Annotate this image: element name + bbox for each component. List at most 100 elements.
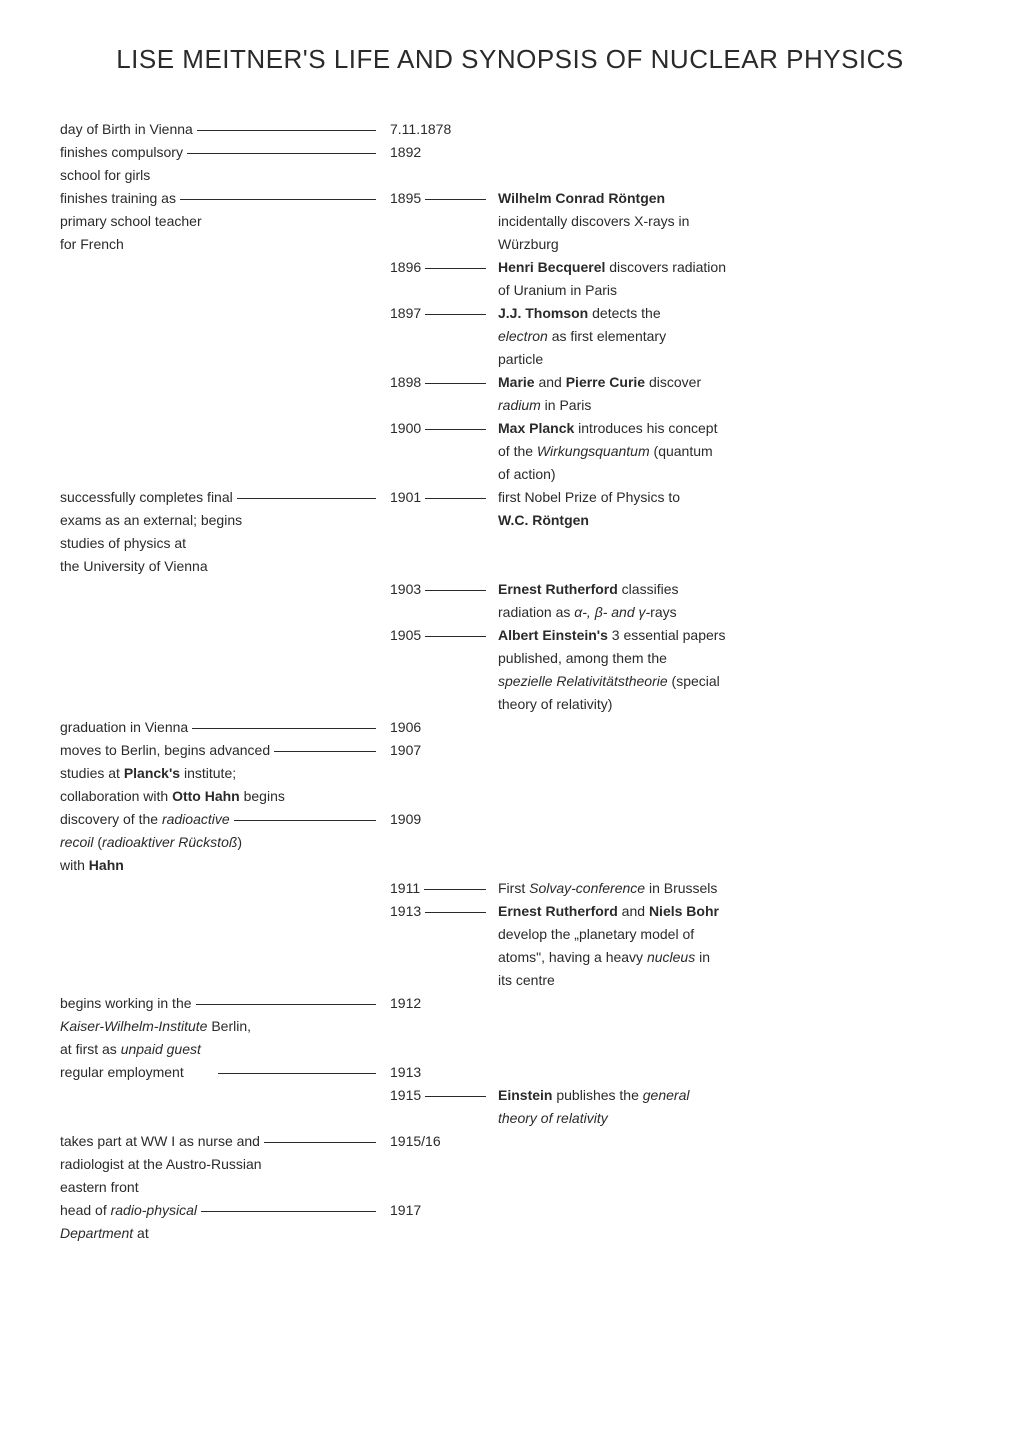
timeline-row: 1898Marie and Pierre Curie discover	[60, 372, 960, 393]
right-column: Ernest Rutherford classifies	[490, 579, 960, 600]
timeline-row: discovery of the radioactive1909	[60, 809, 960, 830]
year-column: 1913	[390, 1062, 490, 1083]
timeline-row: of action)	[60, 464, 960, 485]
left-column: head of radio-physical	[60, 1200, 390, 1221]
left-text: takes part at WW I as nurse and	[60, 1131, 260, 1152]
year-underline	[425, 268, 486, 269]
left-text: regular employment	[60, 1062, 184, 1083]
year-underline	[425, 912, 486, 913]
left-underline	[187, 153, 376, 154]
left-column: the University of Vienna	[60, 556, 390, 577]
timeline-row: successfully completes final1901first No…	[60, 487, 960, 508]
year-column: 1909	[390, 809, 490, 830]
year-text: 1895	[390, 188, 421, 209]
timeline-row: electron as first elementary	[60, 326, 960, 347]
year-underline	[425, 636, 486, 637]
year-column: 1907	[390, 740, 490, 761]
left-column: day of Birth in Vienna	[60, 119, 390, 140]
year-text: 1911	[390, 878, 420, 899]
timeline-row: 1905Albert Einstein's 3 essential papers	[60, 625, 960, 646]
right-column: spezielle Relativitätstheorie (special	[490, 671, 960, 692]
timeline-row: graduation in Vienna1906	[60, 717, 960, 738]
left-column: discovery of the radioactive	[60, 809, 390, 830]
left-text: eastern front	[60, 1177, 139, 1198]
left-underline	[218, 1073, 376, 1074]
year-text: 1913	[390, 901, 421, 922]
year-text: 7.11.1878	[390, 119, 451, 140]
year-text: 1912	[390, 993, 421, 1014]
right-column: atoms", having a heavy nucleus in	[490, 947, 960, 968]
year-column: 1892	[390, 142, 490, 163]
left-text: graduation in Vienna	[60, 717, 188, 738]
timeline-row: particle	[60, 349, 960, 370]
left-column: Kaiser-Wilhelm-Institute Berlin,	[60, 1016, 390, 1037]
left-underline	[264, 1142, 376, 1143]
left-text: at first as unpaid guest	[60, 1039, 201, 1060]
timeline-row: Department at	[60, 1223, 960, 1244]
timeline-row: radiologist at the Austro-Russian	[60, 1154, 960, 1175]
timeline-row: recoil (radioaktiver Rückstoß)	[60, 832, 960, 853]
left-column: studies of physics at	[60, 533, 390, 554]
right-column: theory of relativity)	[490, 694, 960, 715]
timeline-row: its centre	[60, 970, 960, 991]
year-column: 1917	[390, 1200, 490, 1221]
year-text: 1898	[390, 372, 421, 393]
right-column: theory of relativity	[490, 1108, 960, 1129]
timeline-row: exams as an external; beginsW.C. Röntgen	[60, 510, 960, 531]
year-underline	[425, 1096, 486, 1097]
timeline-row: 1897J.J. Thomson detects the	[60, 303, 960, 324]
left-column: takes part at WW I as nurse and	[60, 1131, 390, 1152]
year-text: 1913	[390, 1062, 421, 1083]
year-underline	[425, 498, 486, 499]
year-underline	[425, 429, 486, 430]
timeline-row: theory of relativity	[60, 1108, 960, 1129]
left-text: studies of physics at	[60, 533, 186, 554]
left-underline	[274, 751, 376, 752]
left-column: primary school teacher	[60, 211, 390, 232]
left-column: exams as an external; begins	[60, 510, 390, 531]
year-text: 1917	[390, 1200, 421, 1221]
timeline-row: takes part at WW I as nurse and 1915/16	[60, 1131, 960, 1152]
left-text: primary school teacher	[60, 211, 202, 232]
year-column: 1911	[390, 878, 490, 899]
right-column: particle	[490, 349, 960, 370]
timeline-row: radium in Paris	[60, 395, 960, 416]
left-text: the University of Vienna	[60, 556, 208, 577]
timeline-row: atoms", having a heavy nucleus in	[60, 947, 960, 968]
year-underline	[425, 383, 486, 384]
year-underline	[425, 314, 486, 315]
left-text: radiologist at the Austro-Russian	[60, 1154, 262, 1175]
timeline-row: school for girls	[60, 165, 960, 186]
left-column: begins working in the	[60, 993, 390, 1014]
year-text: 1892	[390, 142, 421, 163]
right-column: first Nobel Prize of Physics to	[490, 487, 960, 508]
timeline-row: primary school teacherincidentally disco…	[60, 211, 960, 232]
left-column: at first as unpaid guest	[60, 1039, 390, 1060]
timeline-row: the University of Vienna	[60, 556, 960, 577]
timeline-row: studies at Planck's institute;	[60, 763, 960, 784]
timeline-row: moves to Berlin, begins advanced1907	[60, 740, 960, 761]
timeline-row: of Uranium in Paris	[60, 280, 960, 301]
left-underline	[192, 728, 376, 729]
left-text: day of Birth in Vienna	[60, 119, 193, 140]
timeline-row: at first as unpaid guest	[60, 1039, 960, 1060]
left-underline	[201, 1211, 376, 1212]
right-column: Albert Einstein's 3 essential papers	[490, 625, 960, 646]
timeline-row: 1913Ernest Rutherford and Niels Bohr	[60, 901, 960, 922]
year-column: 7.11.1878	[390, 119, 490, 140]
timeline-row: head of radio-physical1917	[60, 1200, 960, 1221]
year-column: 1898	[390, 372, 490, 393]
year-column: 1915/16	[390, 1131, 490, 1152]
timeline-row: eastern front	[60, 1177, 960, 1198]
year-column: 1903	[390, 579, 490, 600]
year-text: 1901	[390, 487, 421, 508]
left-text: exams as an external; begins	[60, 510, 242, 531]
left-column: recoil (radioaktiver Rückstoß)	[60, 832, 390, 853]
timeline-row: for FrenchWürzburg	[60, 234, 960, 255]
year-text: 1900	[390, 418, 421, 439]
timeline-row: Kaiser-Wilhelm-Institute Berlin,	[60, 1016, 960, 1037]
left-column: studies at Planck's institute;	[60, 763, 390, 784]
timeline-row: 1903Ernest Rutherford classifies	[60, 579, 960, 600]
right-column: Einstein publishes the general	[490, 1085, 960, 1106]
right-column: radiation as α-, β- and γ-rays	[490, 602, 960, 623]
